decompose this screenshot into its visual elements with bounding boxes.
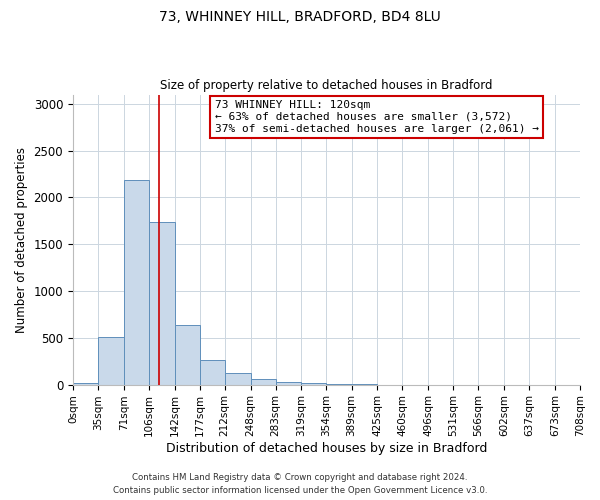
Bar <box>275 382 301 384</box>
Bar <box>200 360 225 384</box>
Bar <box>149 222 175 384</box>
Bar <box>301 383 326 384</box>
Bar <box>98 337 124 384</box>
Text: 73, WHINNEY HILL, BRADFORD, BD4 8LU: 73, WHINNEY HILL, BRADFORD, BD4 8LU <box>159 10 441 24</box>
Bar <box>251 378 275 384</box>
X-axis label: Distribution of detached houses by size in Bradford: Distribution of detached houses by size … <box>166 442 487 455</box>
Y-axis label: Number of detached properties: Number of detached properties <box>15 146 28 332</box>
Bar <box>73 382 98 384</box>
Bar <box>124 180 149 384</box>
Bar <box>225 374 251 384</box>
Text: 73 WHINNEY HILL: 120sqm
← 63% of detached houses are smaller (3,572)
37% of semi: 73 WHINNEY HILL: 120sqm ← 63% of detache… <box>215 100 539 134</box>
Text: Contains HM Land Registry data © Crown copyright and database right 2024.
Contai: Contains HM Land Registry data © Crown c… <box>113 474 487 495</box>
Title: Size of property relative to detached houses in Bradford: Size of property relative to detached ho… <box>160 79 493 92</box>
Bar <box>175 325 200 384</box>
